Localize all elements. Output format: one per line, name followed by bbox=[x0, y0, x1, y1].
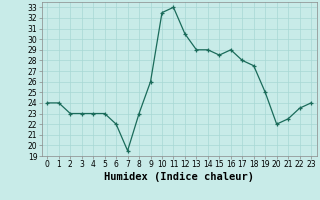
X-axis label: Humidex (Indice chaleur): Humidex (Indice chaleur) bbox=[104, 172, 254, 182]
